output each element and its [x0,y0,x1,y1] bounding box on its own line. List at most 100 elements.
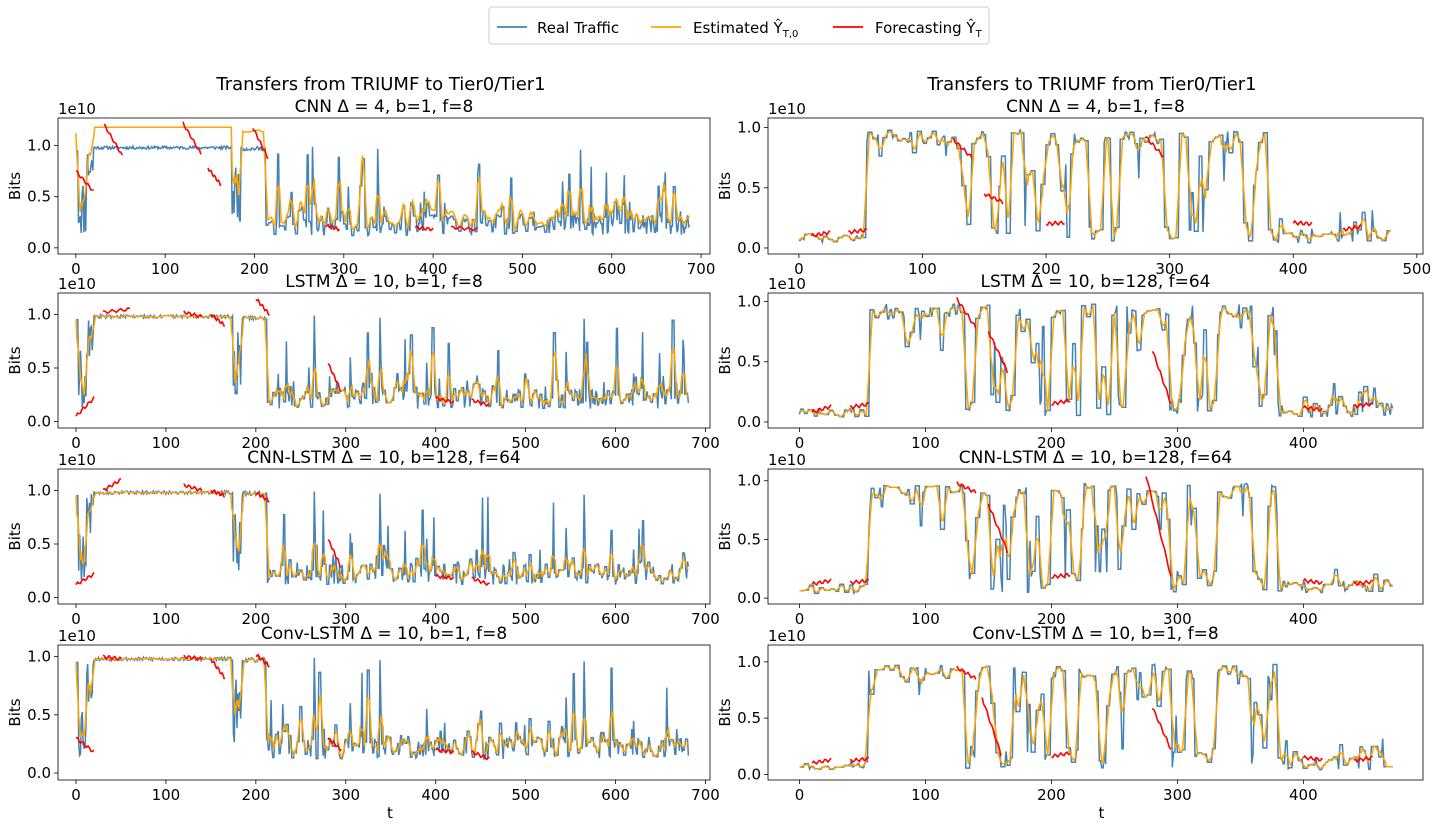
xtick-label-p11-2: 200 [1037,434,1066,452]
xlabel-p30: t [387,804,393,822]
forecast-segment-p20-2 [183,483,203,492]
xtick-label-p30-0: 0 [71,786,81,804]
xtick-label-p31-4: 400 [1289,786,1318,804]
ytick-label-p10-2: 1.0 [27,305,51,323]
forecast-segment-p01-2 [952,137,973,159]
ytick-label-p31-2: 1.0 [737,653,761,671]
forecast-segment-p01-1 [848,227,867,235]
forecast-segment-p30-3 [210,658,226,680]
forecast-segment-p00-0 [75,170,94,191]
forecast-segment-p21-7 [1353,579,1373,587]
plot-area-p10 [75,298,690,417]
ytick-label-p21-1: 0.5 [737,530,761,548]
forecast-segment-p21-6 [1302,577,1323,585]
xtick-label-p21-2: 200 [1037,610,1066,628]
xtick-label-p31-3: 300 [1163,786,1192,804]
legend: Real Traffic Estimated ŶT,0 Forecasting … [488,6,990,45]
forecast-segment-p20-3 [210,488,226,498]
forecast-segment-p31-0 [811,757,832,765]
series-estimated-p00 [75,126,691,231]
ytick-label-p00-2: 1.0 [27,137,51,155]
panel-p31: Conv-LSTM Δ = 10, b=1, f=8 1e10 Bits 0.0 0.5… [716,624,1424,822]
forecast-segment-p11-7 [1353,401,1373,409]
axes-frame-p20 [57,468,711,605]
offset-text-p10: 1e10 [58,275,96,293]
forecast-segment-p30-4 [255,653,270,668]
panels: CNN Δ = 4, b=1, f=8 1e10 Bits 0.0 0.5 1.0 0 100… [6,97,1431,822]
xtick-label-p31-2: 200 [1037,786,1066,804]
offset-text-p00: 1e10 [58,100,96,118]
forecast-segment-p01-7 [1342,224,1362,232]
series-real-traffic-p21 [799,482,1393,595]
xtick-label-p20-0: 0 [71,610,81,628]
xtick-label-p21-0: 0 [795,610,805,628]
plot-area-p00 [75,121,691,238]
xtick-label-p00-5: 500 [508,260,537,278]
panel-p20: CNN-LSTM Δ = 10, b=128, f=64 1e10 Bits 0.0 0… [6,448,720,628]
axes-frame-p00 [57,117,711,255]
panel-p30: Conv-LSTM Δ = 10, b=1, f=8 1e10 Bits 0.0 0.5… [6,624,720,822]
ytick-label-p11-0: 0.0 [737,413,761,431]
forecast-segment-p01-3 [983,193,1004,205]
xtick-label-p00-0: 0 [71,260,81,278]
forecast-segment-p31-6 [1302,754,1323,762]
panel-title-p31: Conv-LSTM Δ = 10, b=1, f=8 [972,624,1218,644]
legend-label-est-base: Estimated Ŷ [693,18,784,37]
panel-title-p30: Conv-LSTM Δ = 10, b=1, f=8 [261,624,507,644]
forecast-segment-p31-1 [849,756,869,764]
forecast-segment-p20-6 [435,573,455,581]
plot-area-p20 [75,478,690,587]
xtick-label-p00-4: 400 [419,260,448,278]
series-estimated-p20 [75,490,689,584]
forecast-segment-p10-7 [471,398,490,408]
ytick-label-p20-0: 0.0 [27,589,51,607]
ytick-label-p30-1: 0.5 [27,706,51,724]
series-estimated-p21 [799,484,1394,594]
xtick-label-p10-0: 0 [71,434,81,452]
xtick-label-p00-7: 700 [687,260,716,278]
forecast-segment-p11-0 [811,404,832,414]
xtick-label-p00-6: 600 [597,260,626,278]
xtick-label-p10-7: 700 [691,434,720,452]
series-real-traffic-p10 [76,312,690,410]
forecast-segment-p20-0 [75,572,95,586]
series-real-traffic-p31 [799,663,1393,772]
xtick-label-p00-3: 300 [329,260,358,278]
legend-frame [488,6,990,45]
ytick-label-p30-2: 1.0 [27,648,51,666]
forecast-segment-p21-0 [811,578,832,586]
xtick-label-p30-4: 400 [421,786,450,804]
forecast-segment-p00-7 [450,225,478,232]
xtick-label-p10-2: 200 [242,434,271,452]
xtick-label-p31-1: 100 [911,786,940,804]
forecast-segment-p30-5 [327,737,342,752]
offset-text-p30: 1e10 [58,627,96,645]
forecast-segment-p10-1 [102,307,130,315]
column-title-left: Transfers from TRIUMF to Tier0/Tier1 [215,74,545,95]
series-estimated-p30 [75,657,690,759]
forecast-segment-p10-2 [183,310,203,319]
column-title-right: Transfers to TRIUMF from Tier0/Tier1 [926,74,1256,95]
forecast-segment-p20-1 [102,478,122,492]
axes-frame-p30 [57,644,711,781]
xtick-label-p10-1: 100 [152,434,181,452]
ylabel-p10: Bits [6,346,24,374]
xtick-label-p21-1: 100 [911,610,940,628]
xtick-label-p01-2: 200 [1032,260,1061,278]
forecast-segment-p00-2 [182,121,202,155]
forecast-segment-p01-0 [810,230,831,238]
forecast-segment-p30-1 [102,654,122,661]
xlabel-p31: t [1099,804,1105,822]
forecast-segment-p31-4 [1051,751,1071,759]
ytick-label-p00-1: 0.5 [27,188,51,206]
xtick-label-p21-4: 400 [1289,610,1318,628]
forecast-segment-p31-2 [956,665,977,680]
xtick-label-p10-4: 400 [421,434,450,452]
series-real-traffic-p00 [75,143,691,238]
legend-label-fc: Forecasting ŶT [875,18,983,40]
forecast-segment-p11-3 [987,331,1009,374]
ytick-label-p31-1: 0.5 [737,709,761,727]
forecast-segment-p31-7 [1353,755,1373,763]
panel-p01: CNN Δ = 4, b=1, f=8 1e10 Bits 0.0 0.5 1.0 0 100… [716,97,1431,278]
panel-title-p10: LSTM Δ = 10, b=1, f=8 [285,272,483,292]
